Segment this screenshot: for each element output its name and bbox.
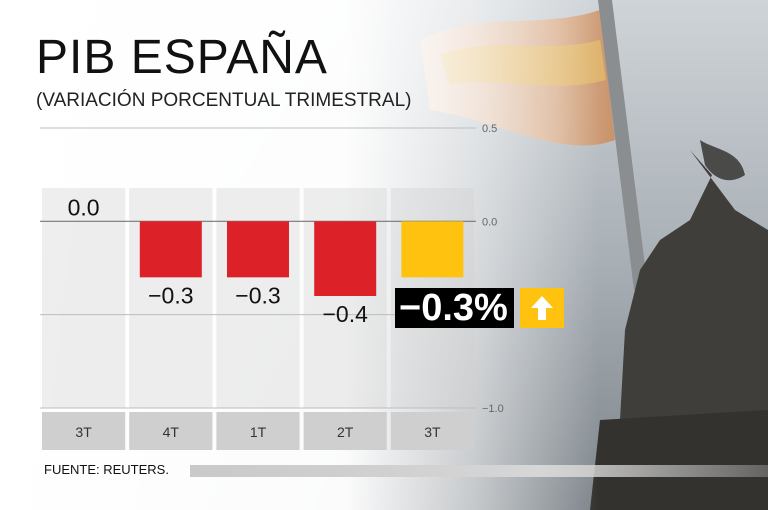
category-cell <box>303 412 387 450</box>
data-label: −0.4 <box>322 301 368 327</box>
data-label: −0.3 <box>148 282 193 308</box>
y-tick-label: −1.0 <box>482 403 504 415</box>
bar <box>227 221 289 278</box>
latest-value-callout: −0.3% <box>395 288 564 328</box>
category-label: 3T <box>75 424 92 440</box>
source-divider <box>190 465 768 477</box>
y-tick-label: 0.0 <box>482 216 497 228</box>
category-cell <box>129 412 213 450</box>
column-background <box>42 188 126 408</box>
category-cell <box>390 412 474 450</box>
category-label: 4T <box>163 424 180 440</box>
category-cell <box>42 412 126 450</box>
category-label: 3T <box>424 424 441 440</box>
chart-subtitle: (VARIACIÓN PORCENTUAL TRIMESTRAL) <box>36 90 412 111</box>
chart-title: PIB ESPAÑA <box>36 31 328 84</box>
category-label: 1T <box>250 424 267 440</box>
up-arrow-icon <box>519 288 564 328</box>
bar <box>314 221 377 296</box>
bar <box>139 221 202 278</box>
data-label: 0.0 <box>68 194 100 220</box>
data-label: −0.3 <box>235 282 280 308</box>
bar <box>401 221 464 278</box>
source-note: FUENTE: REUTERS. <box>44 462 169 477</box>
category-label: 2T <box>337 424 354 440</box>
y-tick-label: 0.5 <box>482 123 497 135</box>
callout-value: −0.3% <box>395 288 514 328</box>
category-cell <box>216 412 300 450</box>
